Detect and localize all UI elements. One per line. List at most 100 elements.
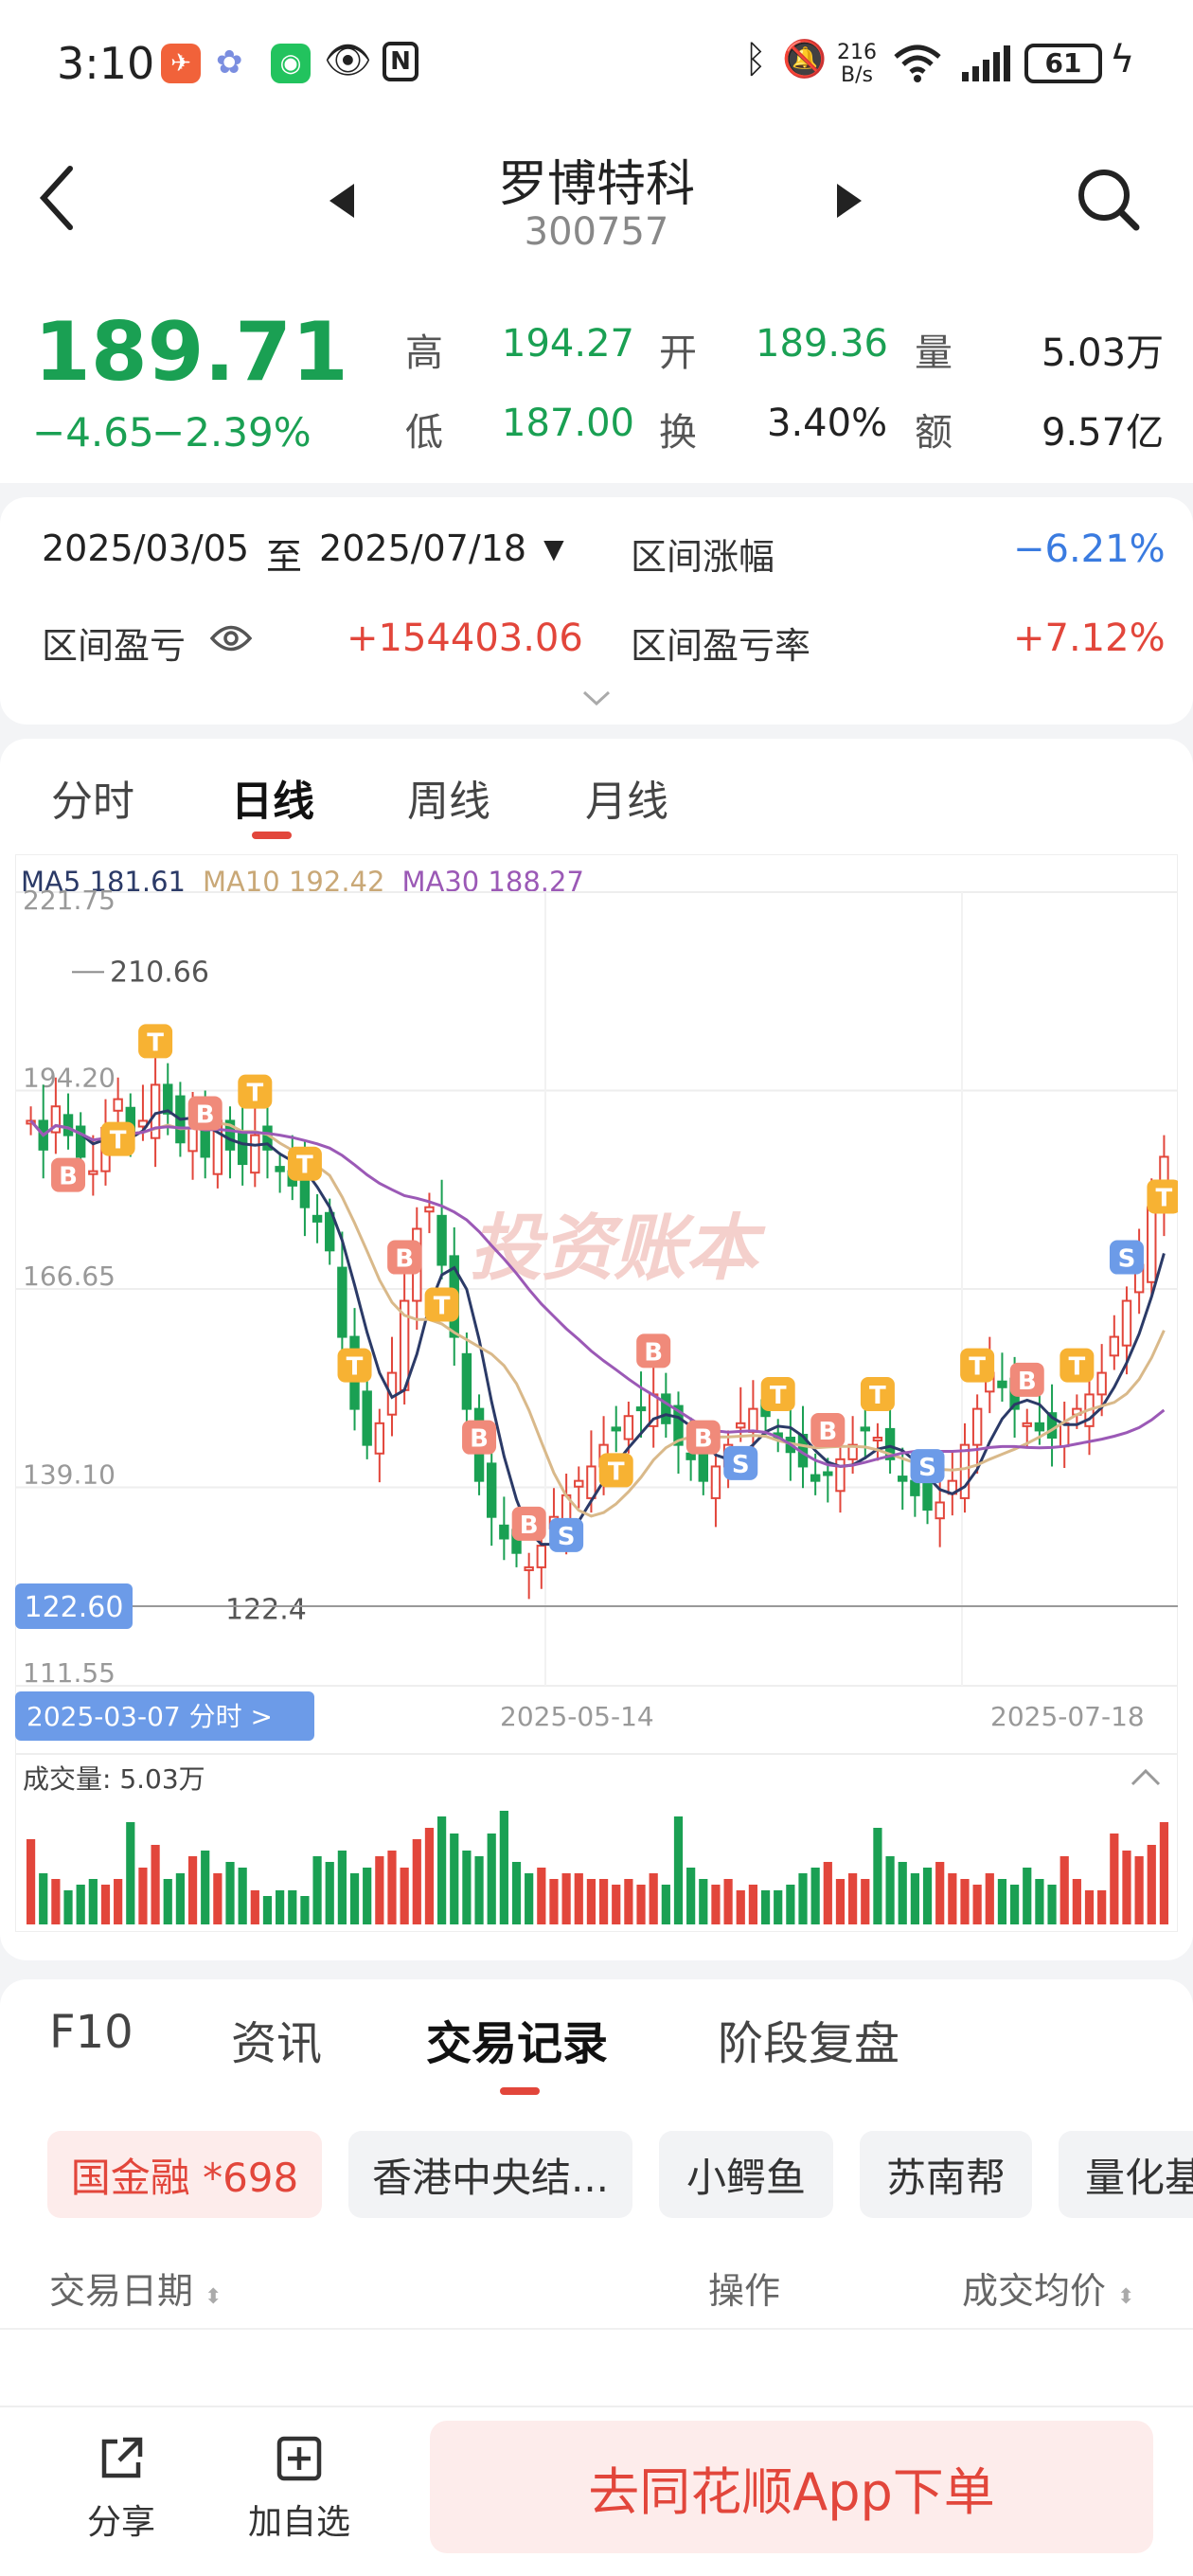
next-stock-icon[interactable] (833, 182, 865, 220)
chart-panel: 分时 日线 周线 月线 MA5 181.61 MA10 192.42 MA30 … (0, 739, 1193, 1960)
trade-marker (187, 1096, 223, 1131)
tab-news[interactable]: 资讯 (231, 2017, 323, 2070)
trade-marker-label: T (869, 1382, 886, 1410)
volume-bar (810, 1868, 820, 1924)
high-value: 194.27 (502, 322, 634, 366)
volume-bar (1122, 1851, 1131, 1924)
add-icon (276, 2436, 322, 2481)
volume-bar (624, 1879, 633, 1924)
tab-minute[interactable]: 分时 (51, 778, 134, 826)
volume-value: 5.03万 (1042, 331, 1165, 375)
volume-bar (175, 1873, 186, 1924)
chip-sunanbang[interactable]: 苏南帮 (860, 2131, 1032, 2218)
volume-bar (187, 1856, 198, 1924)
min-annotation: 122.4 (225, 1593, 307, 1626)
chip-hkscc[interactable]: 香港中央结... (348, 2131, 632, 2218)
volume-bar (63, 1890, 73, 1924)
tab-stage-review[interactable]: 阶段复盘 (718, 2017, 900, 2070)
trade-marker-label: T (147, 1029, 164, 1057)
watermark: 投资账本 (470, 1206, 766, 1290)
tab-daily-underline (252, 832, 292, 839)
candle-body (686, 1452, 696, 1460)
volume-bar (276, 1890, 285, 1924)
chip-guojinrong[interactable]: 国金融 *698 (47, 2131, 322, 2218)
expand-icon[interactable] (581, 689, 612, 707)
order-button[interactable]: 去同花顺App下单 (430, 2421, 1153, 2553)
volume-bar (748, 1885, 758, 1924)
search-icon[interactable] (1076, 167, 1142, 233)
volume-bar (76, 1885, 85, 1924)
kline-chart[interactable]: 221.75194.20166.65139.10111.55投资账本BTTBTT… (15, 854, 1178, 1932)
chip-xiaoeyu[interactable]: 小鳄鱼 (659, 2131, 833, 2218)
candle-body (1121, 1299, 1132, 1347)
order-label: 去同花顺App下单 (588, 2461, 995, 2522)
trade-marker (860, 1377, 895, 1412)
volume-bar (1072, 1879, 1081, 1924)
volume-bar (711, 1885, 721, 1924)
header-price[interactable]: 成交均价 ⬍ (962, 2262, 1135, 2314)
volume-bar (1047, 1885, 1057, 1924)
stock-code: 300757 (524, 210, 669, 254)
trade-marker (511, 1506, 546, 1541)
volume-bar (985, 1873, 994, 1924)
trade-marker (1059, 1348, 1095, 1383)
volume-bar (238, 1868, 247, 1924)
candle-body (736, 1422, 746, 1429)
tab-weekly[interactable]: 周线 (407, 778, 490, 826)
trade-marker-label: B (395, 1245, 414, 1274)
candle-body (872, 1437, 883, 1442)
volume-bar (462, 1851, 472, 1924)
candle-body (337, 1266, 347, 1338)
chip-lianghua[interactable]: 量化基 (1059, 2131, 1193, 2218)
trade-marker (287, 1146, 322, 1181)
trade-marker-label: B (470, 1425, 489, 1454)
bottom-bar: 分享 加自选 去同花顺App下单 (0, 2406, 1193, 2576)
range-to: 至 (266, 536, 303, 578)
share-button[interactable]: 分享 (76, 2434, 167, 2544)
tab-trade-records-underline (500, 2087, 540, 2095)
back-icon[interactable] (38, 165, 76, 231)
net-speed-value: 216 (837, 41, 877, 64)
tab-monthly[interactable]: 月线 (585, 778, 668, 826)
volume-bar (1084, 1890, 1095, 1924)
ma10-line (29, 1119, 1166, 1518)
volume-bar (861, 1879, 870, 1924)
volume-bar (487, 1834, 496, 1924)
trade-marker (549, 1517, 584, 1552)
range-change-value: −6.21% (1013, 528, 1166, 571)
share-label: 分享 (86, 2503, 155, 2542)
add-watchlist-button[interactable]: 加自选 (242, 2434, 356, 2544)
trade-marker-label: B (520, 1512, 539, 1540)
volume-bar (798, 1873, 808, 1924)
volume-bar (288, 1890, 297, 1924)
volume-bar (39, 1873, 48, 1924)
volume-bar (88, 1879, 98, 1924)
trade-marker-label: T (1068, 1353, 1085, 1382)
tab-trade-records[interactable]: 交易记录 (426, 2017, 609, 2070)
volume-bar (325, 1862, 334, 1924)
status-time: 3:10 (57, 38, 155, 89)
volume-bar (699, 1879, 708, 1924)
high-label: 高 (405, 331, 443, 375)
header-date[interactable]: 交易日期 ⬍ (49, 2262, 223, 2314)
volume-bar (736, 1890, 745, 1924)
range-date-selector[interactable]: 2025/03/05 至 2025/07/18 ▼ (42, 528, 564, 580)
sort-icon: ⬍ (1117, 2285, 1135, 2309)
tab-daily[interactable]: 日线 (231, 778, 314, 826)
range-start: 2025/03/05 (42, 528, 250, 569)
eye-toggle-icon[interactable] (210, 622, 252, 654)
trade-marker-label: B (818, 1418, 837, 1446)
volume-bar (163, 1879, 172, 1924)
stock-name: 罗博特科 (497, 156, 695, 213)
add-label: 加自选 (247, 2503, 350, 2542)
trade-marker-label: T (770, 1382, 787, 1410)
prev-stock-icon[interactable] (326, 182, 358, 220)
candle-body (187, 1127, 198, 1153)
volume-bar (823, 1862, 832, 1924)
amount-label: 额 (915, 411, 953, 455)
volume-bar (649, 1873, 658, 1924)
trade-marker (810, 1413, 846, 1448)
volume-bar (935, 1862, 945, 1924)
tab-f10[interactable]: F10 (49, 2006, 134, 2059)
candle-body (884, 1427, 896, 1460)
